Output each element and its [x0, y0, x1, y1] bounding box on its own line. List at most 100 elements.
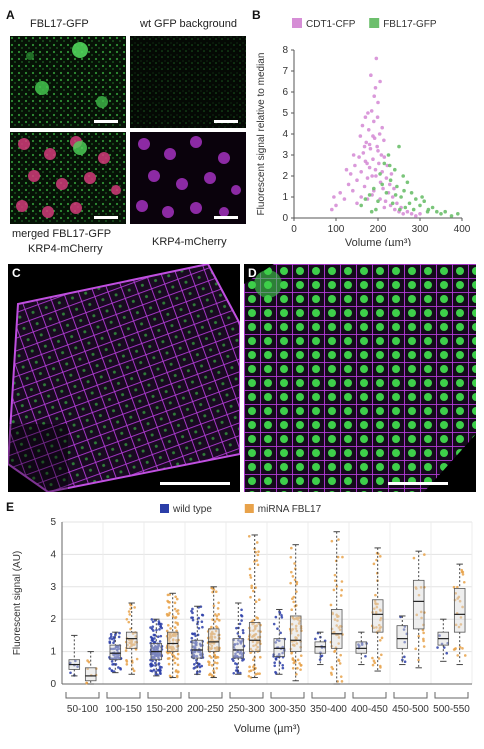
y-tick-label: 4 — [50, 549, 56, 560]
data-point-1 — [341, 555, 344, 559]
data-point-0 — [158, 640, 162, 643]
data-point-1 — [212, 642, 216, 645]
data-point-1 — [249, 576, 253, 579]
data-point-1 — [461, 573, 465, 576]
data-point-1 — [340, 680, 344, 683]
data-point-0 — [234, 652, 237, 656]
data-point-1 — [452, 585, 456, 589]
wt-gfp-background-micrograph — [130, 36, 246, 128]
data-point-1 — [215, 617, 219, 621]
y-axis-label: Fluorescent signal relative to median — [256, 53, 267, 216]
data-point-1 — [292, 600, 295, 604]
scatter-point-1 — [359, 203, 363, 208]
data-point-1 — [249, 651, 252, 655]
data-point-1 — [372, 607, 376, 610]
data-point-1 — [379, 666, 382, 669]
data-point-0 — [159, 634, 163, 638]
data-point-1 — [175, 597, 179, 601]
scatter-point-0 — [414, 214, 418, 218]
data-point-1 — [295, 642, 299, 645]
data-point-1 — [415, 613, 419, 617]
data-point-1 — [176, 652, 180, 656]
data-point-1 — [331, 667, 335, 671]
scatter-point-0 — [334, 203, 338, 208]
data-point-1 — [290, 546, 293, 550]
data-point-1 — [374, 610, 378, 614]
scatter-point-0 — [374, 56, 379, 61]
data-point-1 — [258, 672, 261, 675]
x-tick-label: 100 — [328, 224, 345, 235]
data-point-1 — [255, 616, 258, 619]
scatter-point-1 — [390, 201, 395, 206]
data-point-0 — [109, 632, 113, 636]
wt-gfp-background-image — [130, 36, 246, 128]
chart-b-points — [330, 56, 460, 218]
scatter-point-0 — [353, 163, 357, 168]
panel-d-letter: D — [248, 266, 257, 280]
scatter-point-0 — [373, 86, 378, 90]
y-tick-label: 8 — [282, 45, 288, 56]
scatter-point-0 — [355, 201, 359, 206]
scatter-point-0 — [348, 172, 353, 176]
scatter-point-1 — [407, 201, 412, 206]
data-point-1 — [463, 654, 467, 657]
data-point-0 — [150, 618, 154, 621]
legend-label-0: wild type — [172, 504, 212, 515]
data-point-1 — [254, 643, 258, 647]
data-point-1 — [217, 613, 221, 616]
data-point-1 — [212, 604, 216, 608]
data-point-1 — [255, 559, 259, 562]
data-point-0 — [191, 616, 195, 619]
data-point-1 — [377, 657, 381, 660]
merged-micrograph — [10, 132, 126, 224]
scatter-point-0 — [405, 209, 410, 214]
data-point-1 — [459, 616, 463, 619]
data-point-1 — [249, 676, 253, 679]
data-point-0 — [232, 659, 235, 663]
data-point-1 — [175, 629, 178, 633]
data-point-0 — [402, 628, 406, 631]
data-point-1 — [207, 663, 211, 667]
box — [232, 638, 245, 659]
data-point-1 — [248, 669, 251, 673]
data-point-0 — [112, 641, 115, 645]
data-point-0 — [114, 633, 117, 637]
data-point-1 — [247, 674, 251, 678]
data-point-1 — [454, 647, 457, 650]
scatter-point-1 — [402, 188, 406, 193]
data-point-0 — [151, 638, 154, 641]
scatter-point-0 — [362, 184, 367, 189]
panel-d-scale-bar — [388, 482, 448, 485]
data-point-0 — [149, 626, 152, 629]
data-point-0 — [239, 640, 242, 643]
scatter-point-0 — [364, 140, 369, 145]
data-point-1 — [461, 647, 464, 650]
data-point-1 — [171, 615, 175, 618]
data-point-0 — [157, 620, 161, 623]
panel-c-image — [8, 264, 240, 492]
y-tick-label: 3 — [50, 582, 56, 593]
data-point-1 — [176, 609, 180, 612]
scatter-point-1 — [401, 174, 405, 178]
data-point-0 — [112, 636, 116, 639]
data-point-1 — [379, 555, 382, 558]
data-point-1 — [257, 550, 260, 553]
data-point-1 — [376, 602, 379, 606]
data-point-0 — [201, 625, 204, 629]
data-point-0 — [403, 660, 407, 664]
data-point-0 — [110, 660, 114, 663]
data-point-1 — [375, 605, 379, 609]
scatter-point-0 — [370, 193, 374, 197]
data-point-1 — [252, 665, 255, 669]
data-point-0 — [200, 620, 204, 623]
data-point-1 — [256, 645, 259, 649]
box — [396, 625, 409, 649]
scatter-point-1 — [376, 199, 380, 203]
data-point-0 — [272, 622, 276, 626]
data-point-1 — [297, 622, 301, 625]
chart-b-legend: CDT1-CFP FBL17-GFP — [292, 18, 437, 30]
data-point-0 — [158, 671, 162, 675]
data-point-0 — [117, 654, 121, 657]
data-point-0 — [155, 628, 158, 632]
data-point-1 — [379, 618, 382, 622]
